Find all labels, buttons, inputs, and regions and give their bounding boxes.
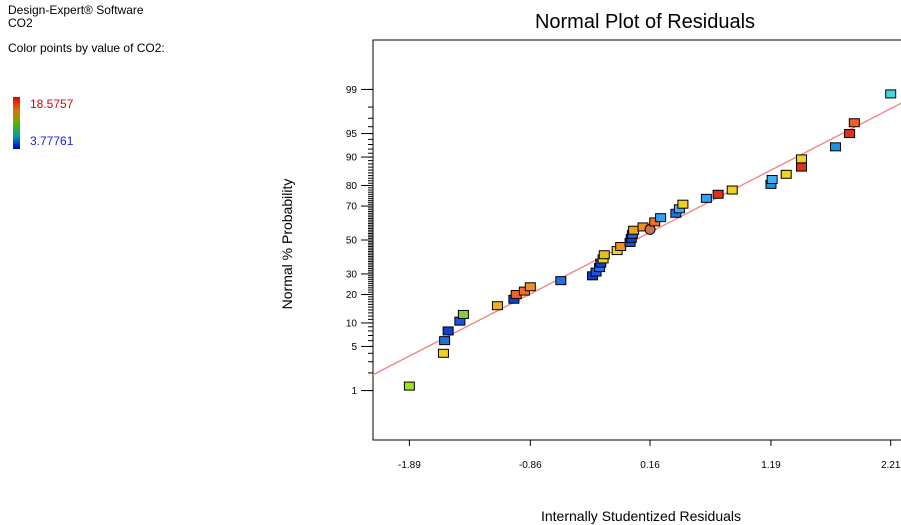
y-tick-label: 10 xyxy=(346,318,358,329)
residual-point xyxy=(655,213,667,223)
residual-point xyxy=(830,142,842,152)
chart-title: Normal Plot of Residuals xyxy=(534,11,756,33)
residual-point xyxy=(439,336,451,346)
residual-point xyxy=(780,169,792,179)
color-scale-max: 18.5757 xyxy=(30,97,74,111)
color-legend-label: Color points by value of CO2: xyxy=(8,41,165,55)
x-tick-label: -1.89 xyxy=(398,460,421,471)
response-name: CO2 xyxy=(8,16,33,30)
residual-point xyxy=(885,89,897,99)
residual-point xyxy=(437,348,449,358)
residual-point xyxy=(598,250,610,260)
residual-point xyxy=(844,129,856,139)
y-tick-label: 90 xyxy=(346,153,358,164)
x-axis-label: Internally Studentized Residuals xyxy=(540,508,742,524)
residual-point xyxy=(442,326,454,336)
residual-point xyxy=(700,193,712,203)
x-tick-label: 2.21 xyxy=(881,460,901,471)
y-tick-label: 20 xyxy=(346,290,358,301)
color-scale-min: 3.77761 xyxy=(30,134,74,148)
y-tick-label: 70 xyxy=(346,202,358,213)
residual-point xyxy=(491,301,503,311)
residual-point xyxy=(677,199,689,209)
y-tick-label: 5 xyxy=(351,342,357,353)
residual-point xyxy=(795,154,807,164)
x-tick-label: 0.16 xyxy=(640,460,660,471)
y-tick-label: 99 xyxy=(346,85,358,96)
residual-point xyxy=(726,185,738,195)
residual-point xyxy=(795,162,807,172)
residual-point xyxy=(766,175,778,185)
residual-point xyxy=(615,242,627,252)
residual-point xyxy=(457,309,469,319)
y-tick-label: 30 xyxy=(346,269,358,280)
x-tick-label: -0.86 xyxy=(519,460,542,471)
residual-point xyxy=(403,381,415,391)
y-tick-label: 1 xyxy=(351,386,357,397)
x-tick-label: 1.19 xyxy=(761,460,781,471)
residual-point xyxy=(555,276,567,286)
residual-point xyxy=(848,118,860,128)
plot-frame xyxy=(372,39,901,441)
residual-point xyxy=(524,282,536,292)
reference-line xyxy=(373,102,901,376)
y-tick-label: 50 xyxy=(346,236,358,247)
y-tick-label: 95 xyxy=(346,129,358,140)
residual-point xyxy=(712,189,724,199)
color-scale-bar xyxy=(13,97,20,149)
y-tick-label: 80 xyxy=(346,181,358,192)
software-name: Design-Expert® Software xyxy=(8,3,144,17)
residual-point xyxy=(628,225,640,235)
